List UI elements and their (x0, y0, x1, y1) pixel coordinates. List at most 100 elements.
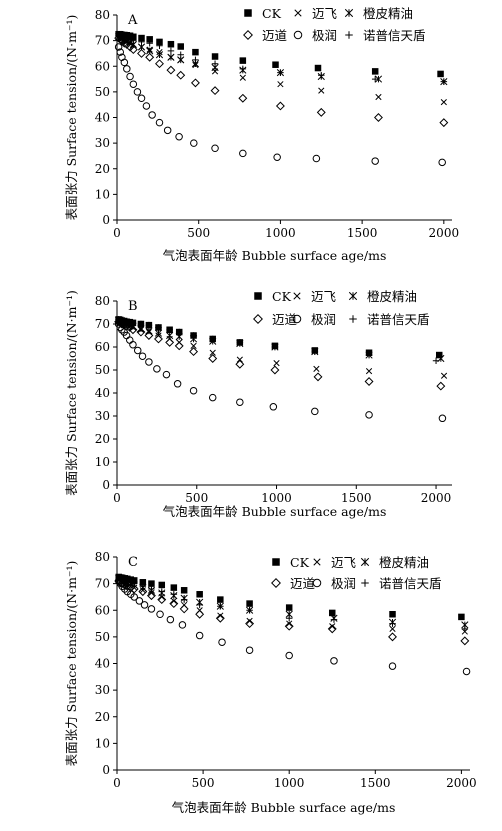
data-point (211, 60, 219, 67)
data-point (270, 365, 280, 375)
series-5 (115, 316, 440, 365)
data-point (440, 78, 448, 85)
y-axis-title: 表面张力 Surface tension/(N·m⁻¹) (64, 15, 79, 221)
y-tick-label: 40 (95, 111, 110, 125)
data-point (245, 646, 254, 654)
data-point (440, 99, 447, 106)
legend-marker (244, 9, 252, 17)
series-4 (114, 43, 446, 167)
series-4 (114, 577, 471, 676)
data-point (365, 368, 373, 375)
data-point (196, 601, 203, 609)
data-point (128, 45, 138, 55)
data-point (120, 585, 129, 593)
panel-label: B (128, 299, 138, 314)
data-point (138, 587, 148, 597)
data-point (148, 585, 155, 593)
chart-panel-C: 0 10 20 30 40 50 60 70 80 0 500 1000 1500 2000 气泡表面年龄 … (64, 550, 477, 815)
data-point (218, 638, 226, 646)
data-point (118, 326, 126, 334)
data-point (438, 414, 447, 423)
data-point (167, 53, 175, 61)
data-point (126, 336, 134, 344)
data-point (165, 337, 175, 347)
x-tick-label: 1500 (347, 226, 378, 240)
data-point (330, 657, 338, 665)
y-tick-label: 40 (95, 657, 110, 671)
data-point (145, 321, 153, 329)
data-point (439, 118, 449, 128)
data-point (154, 334, 163, 344)
legend-marker (348, 291, 358, 301)
data-point (180, 596, 188, 603)
series-5 (115, 32, 448, 85)
data-point (148, 111, 156, 119)
data-point (388, 662, 397, 670)
data-point (170, 584, 178, 591)
data-point (170, 597, 177, 605)
data-point (238, 93, 248, 103)
data-point (128, 325, 138, 335)
data-point (275, 101, 285, 111)
data-point (284, 621, 294, 631)
data-point (461, 625, 469, 633)
data-point (239, 74, 246, 81)
x-tick-label: 2000 (429, 226, 460, 240)
data-point (146, 36, 153, 43)
x-tick-label: 500 (192, 776, 215, 790)
data-point (137, 320, 145, 328)
data-point (120, 58, 129, 67)
data-point (157, 595, 167, 605)
data-point (170, 591, 178, 598)
data-point (124, 578, 131, 585)
data-point (217, 596, 224, 603)
data-point (115, 32, 122, 39)
data-point (158, 588, 166, 595)
data-point (126, 318, 134, 326)
data-point (190, 342, 197, 349)
data-point (389, 625, 396, 632)
data-point (166, 65, 176, 75)
legend-marker (361, 579, 369, 587)
series-1 (115, 33, 447, 106)
data-point (129, 80, 138, 88)
data-point (130, 593, 138, 601)
data-point (145, 358, 153, 366)
y-tick-label: 80 (95, 294, 110, 308)
legend-marker (294, 9, 302, 17)
data-point (156, 610, 164, 618)
legend-marker (253, 314, 263, 324)
data-point (217, 612, 224, 619)
data-point (145, 327, 153, 335)
data-point (271, 343, 279, 351)
x-tick-label: 2000 (446, 776, 477, 790)
data-point (166, 326, 173, 333)
data-point (285, 651, 293, 660)
data-point (178, 621, 187, 629)
data-point (176, 70, 186, 80)
chart-panel-B: 0 10 20 30 40 50 60 70 80 0 500 1000 1500 2000 气泡表面年龄 … (64, 289, 452, 519)
data-point (126, 72, 134, 81)
data-point (208, 393, 217, 402)
y-tick-label: 50 (95, 85, 110, 99)
data-point (437, 70, 444, 78)
data-point (119, 38, 129, 48)
y-tick-label: 80 (95, 8, 110, 22)
x-tick-label: 1000 (261, 491, 292, 505)
data-point (180, 587, 188, 594)
data-point (167, 40, 175, 48)
chart-panel-A: 0 10 20 30 40 50 60 70 80 0 500 1000 1500 2000 气泡表面年龄 … (64, 6, 459, 263)
data-point (318, 71, 325, 79)
legend-label: 诺普信天盾 (379, 576, 442, 591)
legend-label: CK (290, 555, 310, 570)
data-point (130, 37, 137, 44)
y-axis-title: 表面张力 Surface tension/(N·m⁻¹) (64, 290, 79, 496)
data-point (138, 38, 145, 46)
data-point (327, 624, 337, 634)
y-tick-label: 20 (95, 432, 110, 446)
data-point (138, 352, 147, 360)
data-point (239, 57, 247, 64)
data-point (318, 87, 325, 94)
data-point (328, 609, 336, 617)
